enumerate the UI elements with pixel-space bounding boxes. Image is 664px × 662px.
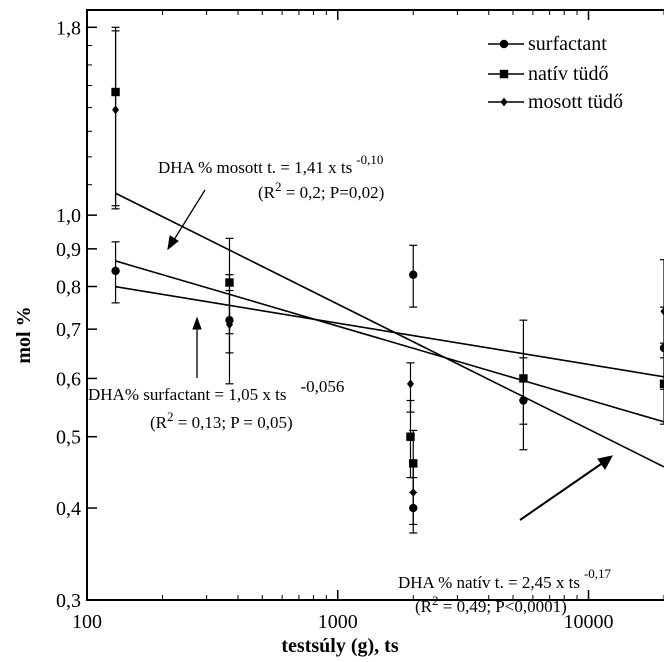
y-tick-label: 0,7 (56, 319, 81, 341)
y-tick-label: 0,9 (56, 239, 81, 261)
y-tick-label: 1,0 (56, 205, 81, 227)
point-square (659, 379, 664, 389)
point-square (111, 87, 120, 97)
point-diamond (409, 487, 417, 497)
annotation-surfactant-line2: (R2 = 0,13; P = 0,05) (150, 409, 293, 432)
legend-label: mosott tüdő (528, 91, 623, 113)
annotation-nativ-line1: DHA % natív t. = 2,45 x ts -0,17 (398, 566, 612, 592)
point-diamond (406, 379, 414, 389)
y-tick-label: 1,8 (56, 17, 81, 39)
x-tick-label: 1000 (318, 611, 358, 633)
point-square (409, 459, 418, 468)
arrow-surfactant-head (192, 316, 202, 330)
x-axis-title: testsúly (g), ts (281, 635, 398, 657)
arrow-nativ (519, 461, 605, 521)
data-markers (111, 87, 664, 513)
annotation-mosott-line1: DHA % mosott t. = 1,41 x ts -0,10 (158, 152, 383, 177)
legend-marker-square (499, 69, 509, 79)
annotation-mosott-line2: (R2 = 0,2; P=0,02) (258, 179, 384, 202)
legend-label: surfactant (528, 33, 607, 55)
regression-line-nativ (115, 192, 664, 468)
y-tick-label: 0,3 (56, 590, 81, 612)
regression-lines (115, 192, 664, 468)
axes: 100 1000 10000 0,3 0,4 0,5 0,6 0,7 0,8 0,9 1,0 1,8 (56, 9, 664, 633)
point-square (519, 374, 528, 383)
point-circle (409, 503, 418, 513)
point-diamond (660, 306, 664, 316)
point-square (225, 278, 234, 287)
point-diamond (225, 320, 233, 330)
y-axis-title: mol % (13, 306, 35, 363)
x-tick-label: 100 (72, 611, 102, 633)
arrow-mosott (171, 189, 206, 244)
regression-line-surfactant (115, 285, 664, 378)
point-circle (111, 266, 120, 276)
point-square (406, 432, 415, 441)
regression-line-mosott (115, 260, 664, 423)
arrow-nativ-head (597, 455, 613, 470)
y-tick-label: 0,5 (56, 427, 81, 449)
y-tick-label: 0,8 (56, 276, 81, 298)
legend-marker-diamond (500, 97, 508, 107)
annotation-surfactant-line1: DHA% surfactant = 1,05 x ts -0,056 (88, 377, 344, 404)
point-circle (659, 343, 664, 353)
point-circle (409, 270, 418, 279)
legend-marker-circle (499, 39, 509, 49)
x-tick-label: 10000 (564, 611, 614, 633)
y-tick-label: 0,6 (56, 368, 81, 390)
legend-label: natív tüdő (528, 63, 609, 85)
annotation-nativ-line2: (R2 = 0,49; P<0,0001) (415, 593, 567, 616)
y-tick-label: 0,4 (56, 498, 81, 520)
point-circle (519, 396, 528, 405)
annotation-arrows (167, 189, 613, 521)
legend: surfactant natív tüdő mosott tüdő (488, 33, 623, 113)
point-diamond (112, 105, 120, 115)
arrow-mosott-head (167, 235, 179, 251)
plot-frame (86, 9, 664, 601)
